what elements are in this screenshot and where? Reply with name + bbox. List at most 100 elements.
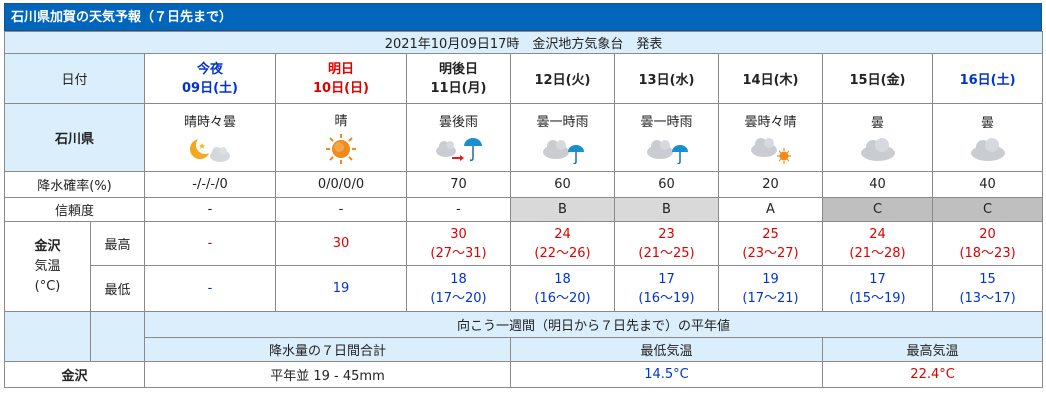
reliability-cell: B (614, 197, 719, 222)
normal-precip-value: 平年並 19 - 45mm (144, 361, 511, 388)
weather-cell-day6: 曇時々晴 (718, 103, 823, 172)
min-value: 17 (869, 271, 886, 287)
max-value: 25 (762, 226, 779, 242)
max-cell: 30 (27〜31) (406, 221, 511, 266)
max-value: 20 (979, 226, 996, 242)
temp-label: 気温 (34, 258, 61, 274)
min-cell: 17 (16〜19) (614, 265, 719, 312)
day-date: 10日(日) (313, 80, 369, 96)
cloud-sun-icon (750, 138, 791, 164)
min-range: (13〜17) (959, 290, 1016, 306)
max-cell: 23 (21〜25) (614, 221, 719, 266)
region-label: 石川県 (4, 103, 145, 172)
reliability-cell: - (275, 197, 407, 222)
panel-title: 石川県加賀の天気予報（７日先まで） (4, 3, 1042, 31)
min-cell: 19 (17〜21) (718, 265, 823, 312)
weather-cell-day2: 晴 (275, 103, 407, 172)
normal-min-value: 14.5°C (510, 361, 823, 388)
cloud-icon (860, 138, 895, 161)
weather-text: 晴 (334, 114, 348, 129)
min-cell: 19 (275, 265, 407, 312)
min-range: (15〜19) (849, 290, 906, 306)
weather-cell-day1: 晴時々曇 (144, 103, 276, 172)
date-cell-day2: 明日 10日(日) (275, 53, 407, 104)
date-cell-day8: 16日(土) (931, 53, 1044, 104)
pop-cell: 40 (931, 171, 1044, 198)
weather-cell-day4: 曇一時雨 (510, 103, 615, 172)
forecast-panel: 石川県加賀の天気予報（７日先まで） 2021年10月09日17時 金沢地方気象台… (3, 3, 1044, 388)
max-range: (21〜28) (849, 245, 906, 261)
issued-text: 2021年10月09日17時 金沢地方気象台 発表 (3, 31, 1044, 54)
weather-cell-day5: 曇一時雨 (614, 103, 719, 172)
day-name: 今夜 (196, 61, 223, 77)
sun-icon (326, 134, 356, 164)
weather-text: 曇後雨 (438, 115, 478, 130)
max-range: (23〜27) (742, 245, 799, 261)
max-label: 最高 (90, 221, 145, 266)
min-value: 18 (450, 271, 467, 287)
precip-total-label: 降水量の７日間合計 (144, 337, 511, 362)
max-value: 24 (554, 226, 571, 242)
normals-city: 金沢 (4, 361, 145, 388)
temp-label-block: 金沢 気温 (°C) (4, 221, 91, 312)
cloud-umbrella-icon (542, 140, 584, 164)
reliability-cell: - (144, 197, 276, 222)
date-cell-day6: 14日(木) (718, 53, 823, 104)
min-value: 15 (979, 271, 996, 287)
normal-max-value: 22.4°C (821, 361, 1044, 388)
date-cell-day3: 明後日 11日(月) (406, 53, 511, 104)
min-cell: 18 (17〜20) (406, 265, 511, 312)
day-name: 明後日 (438, 61, 478, 77)
weather-text: 曇一時雨 (536, 115, 589, 130)
date-cell-day5: 13日(水) (614, 53, 719, 104)
weather-text: 曇 (870, 116, 884, 131)
max-range: (18〜23) (959, 245, 1016, 261)
reliability-cell: C (931, 197, 1044, 222)
weather-text: 晴時々曇 (183, 115, 236, 130)
day-date: 11日(月) (430, 80, 487, 96)
min-value: 17 (658, 271, 675, 287)
max-range: (22〜26) (534, 245, 591, 261)
min-range: (16〜20) (534, 290, 591, 306)
max-value: 30 (450, 226, 467, 242)
date-label: 日付 (4, 53, 145, 104)
weather-cell-day3: 曇後雨 (406, 103, 511, 172)
max-cell: 30 (275, 221, 407, 266)
min-cell: 15 (13〜17) (931, 265, 1044, 312)
max-cell: 25 (23〜27) (718, 221, 823, 266)
pop-cell: 40 (822, 171, 933, 198)
max-cell: 24 (21〜28) (822, 221, 933, 266)
reliability-cell: B (510, 197, 615, 222)
max-range: (27〜31) (430, 245, 487, 261)
reliability-cell: C (822, 197, 933, 222)
forecast-table: 2021年10月09日17時 金沢地方気象台 発表 日付 今夜 09日(土) 明… (3, 31, 1044, 388)
weather-text: 曇一時雨 (640, 115, 693, 130)
pop-cell: 0/0/0/0 (275, 171, 407, 198)
city-label: 金沢 (34, 238, 61, 254)
day-date: 09日(土) (182, 80, 238, 96)
min-cell: 17 (15〜19) (822, 265, 933, 312)
weather-cell-day7: 曇 (822, 103, 933, 172)
day-name: 明日 (327, 61, 354, 77)
weather-text: 曇 (981, 116, 995, 131)
pop-label: 降水確率(%) (4, 171, 145, 198)
reliability-cell: - (406, 197, 511, 222)
max-range: (21〜25) (638, 245, 695, 261)
weather-cell-day8: 曇 (931, 103, 1044, 172)
cloud-umbrella-icon (646, 140, 688, 164)
min-value: 18 (554, 271, 571, 287)
max-cell: 24 (22〜26) (510, 221, 615, 266)
min-cell: - (144, 265, 276, 312)
max-value: 24 (869, 226, 886, 242)
normals-corner (4, 311, 91, 362)
temp-unit: (°C) (34, 278, 61, 294)
cloud-then-rain-icon (435, 138, 482, 161)
normals-corner-2 (90, 311, 145, 362)
min-range: (16〜19) (638, 290, 695, 306)
min-cell: 18 (16〜20) (510, 265, 615, 312)
pop-cell: 60 (614, 171, 719, 198)
reliability-label: 信頼度 (4, 197, 145, 222)
date-cell-day7: 15日(金) (822, 53, 933, 104)
max-cell: - (144, 221, 276, 266)
date-cell-day1: 今夜 09日(土) (144, 53, 276, 104)
